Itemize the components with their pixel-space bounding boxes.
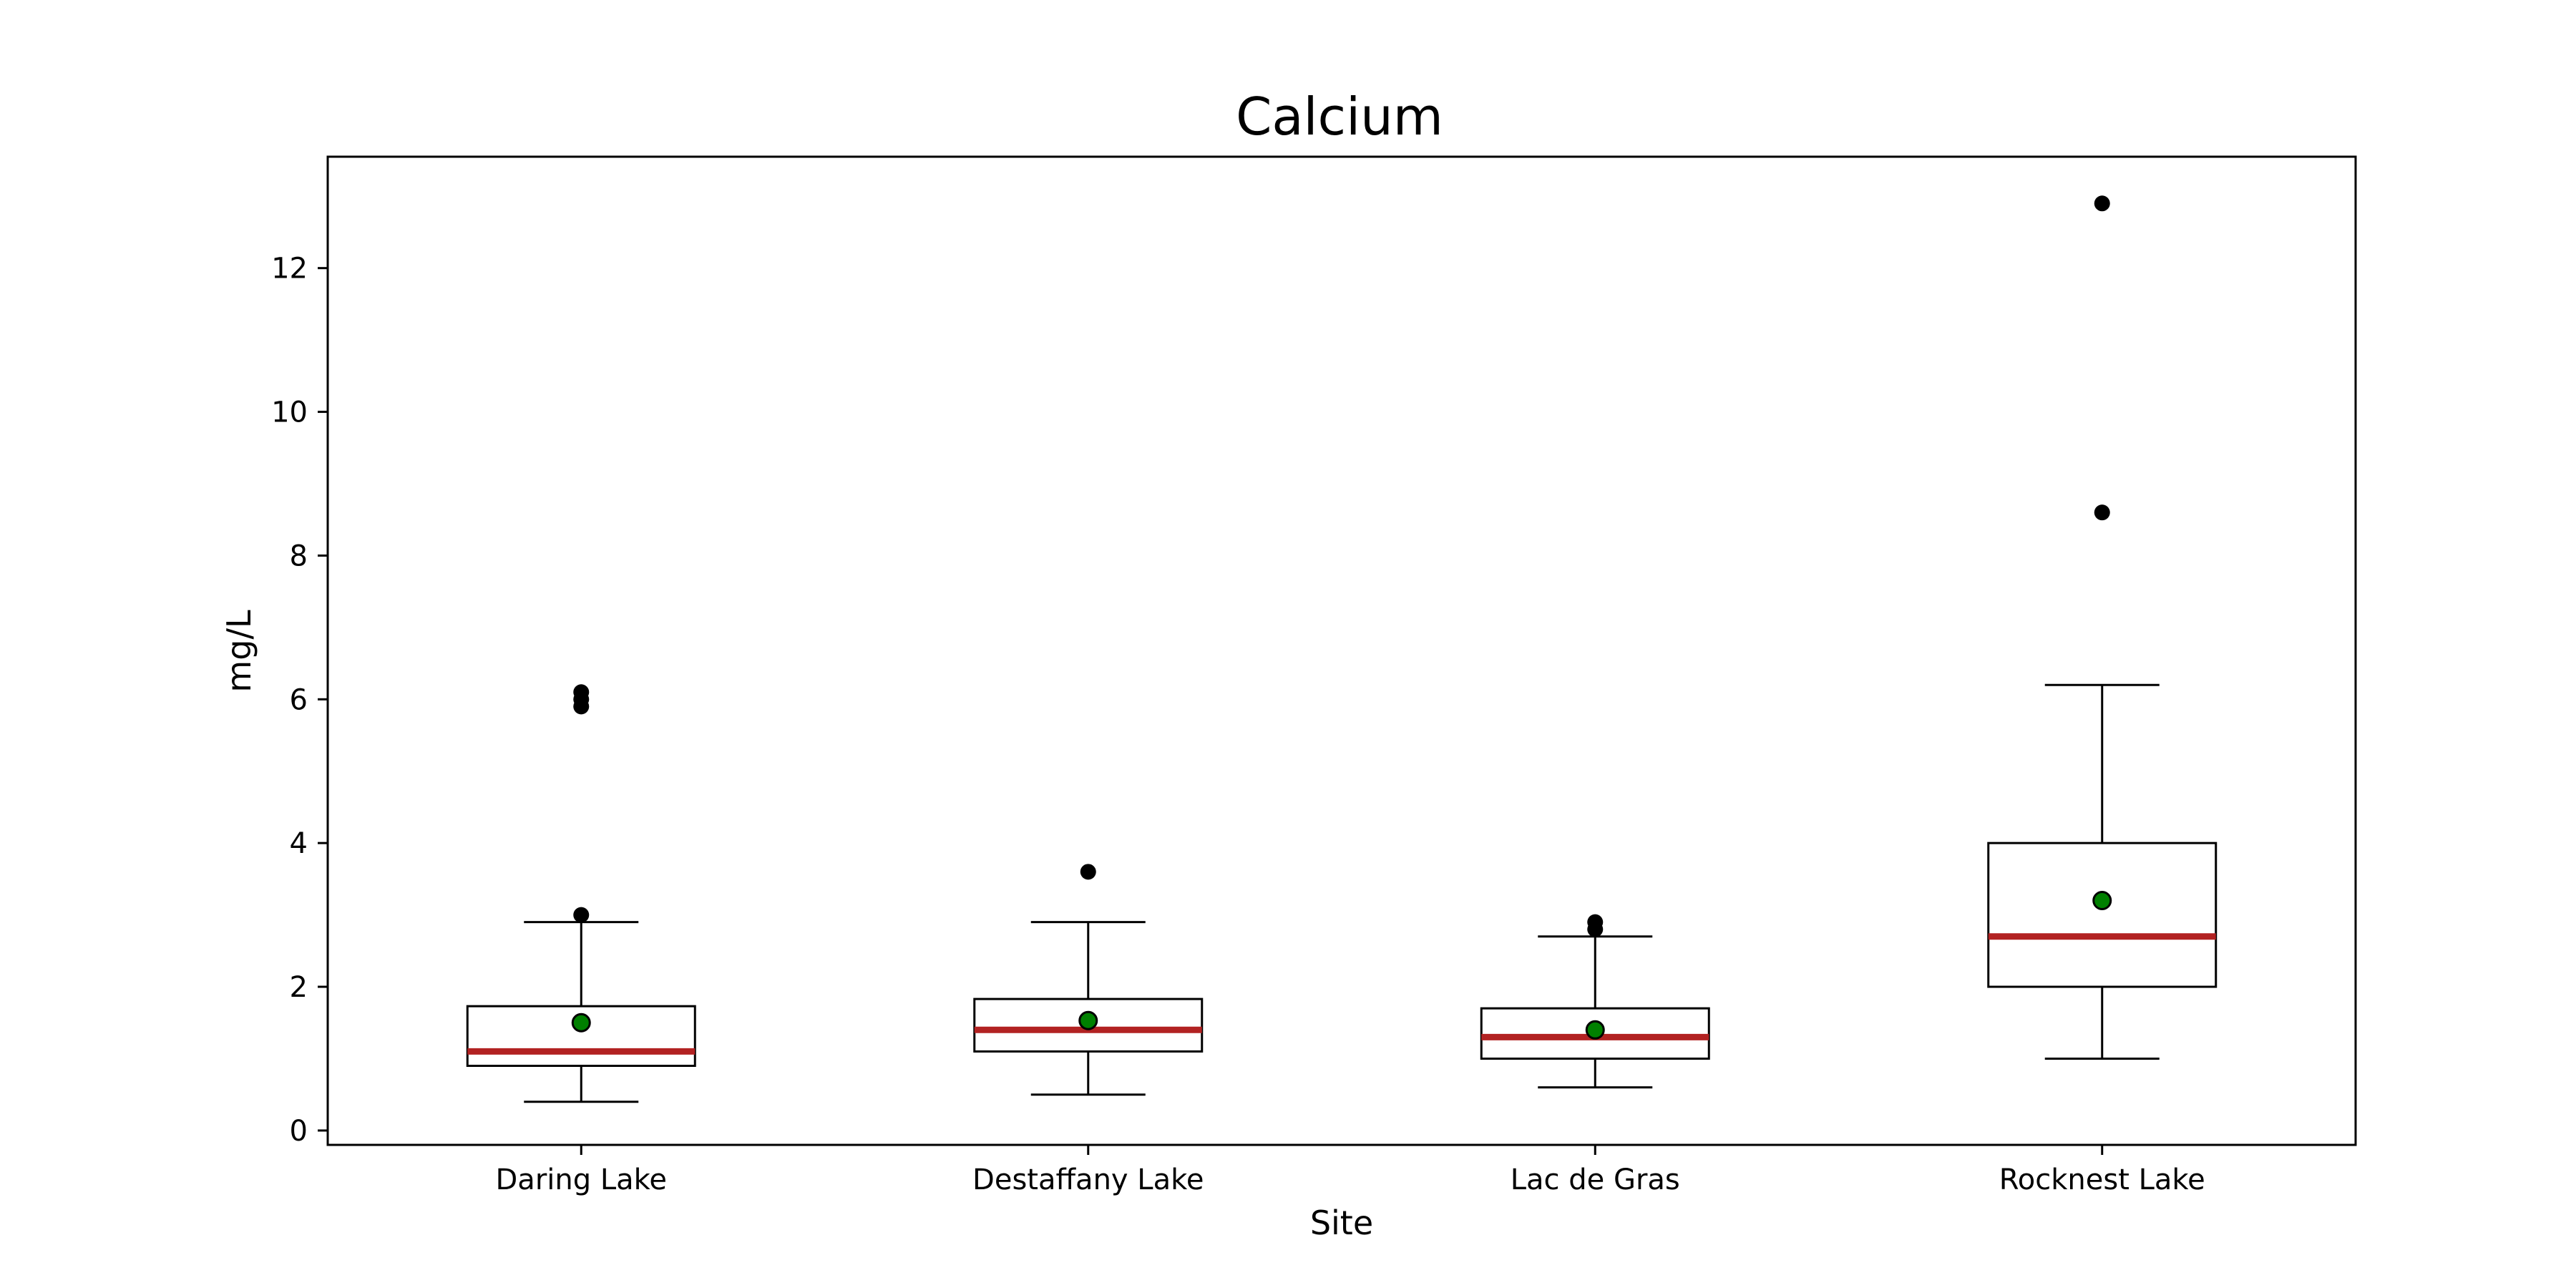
y-tick-label: 0 [290, 1115, 308, 1148]
box-group [1480, 914, 1710, 1089]
x-tick-label: Destaffany Lake [972, 1163, 1204, 1196]
mean-marker [2092, 891, 2112, 911]
iqr-box [1480, 1007, 1710, 1060]
y-axis: 0 2 4 6 8 10 12 [271, 253, 328, 1148]
y-tick-label: 12 [271, 253, 308, 286]
outlier-point [2094, 195, 2110, 212]
y-tick-label: 8 [290, 540, 308, 572]
outlier-point [1080, 864, 1096, 880]
iqr-box [1987, 841, 2218, 988]
box-group [466, 684, 696, 1103]
box-group [973, 864, 1204, 1096]
x-tick-label: Daring Lake [496, 1163, 667, 1196]
outlier-point [573, 684, 590, 701]
mean-marker [571, 1013, 591, 1033]
chart-title: Calcium [1236, 87, 1443, 147]
y-tick-label: 6 [290, 683, 308, 716]
iqr-box [466, 1005, 696, 1068]
outlier-point [1587, 914, 1604, 930]
x-axis-label: Site [1310, 1204, 1373, 1242]
iqr-box [973, 997, 1204, 1053]
y-tick-label: 4 [290, 827, 308, 860]
x-tick-label: Rocknest Lake [1999, 1163, 2205, 1196]
y-tick-label: 2 [290, 971, 308, 1004]
plot-content [466, 195, 2218, 1103]
box-group [1987, 195, 2218, 1060]
outlier-point [2094, 504, 2110, 521]
x-tick-label: Lac de Gras [1511, 1163, 1680, 1196]
x-axis: Daring Lake Destaffany Lake Lac de Gras Roc… [496, 1145, 2205, 1196]
plot-frame [326, 155, 2357, 1146]
mean-marker [1078, 1010, 1098, 1030]
outlier-point [573, 907, 590, 923]
mean-marker [1585, 1020, 1605, 1040]
y-axis-label: mg/L [220, 610, 258, 693]
y-tick-label: 10 [271, 396, 308, 429]
